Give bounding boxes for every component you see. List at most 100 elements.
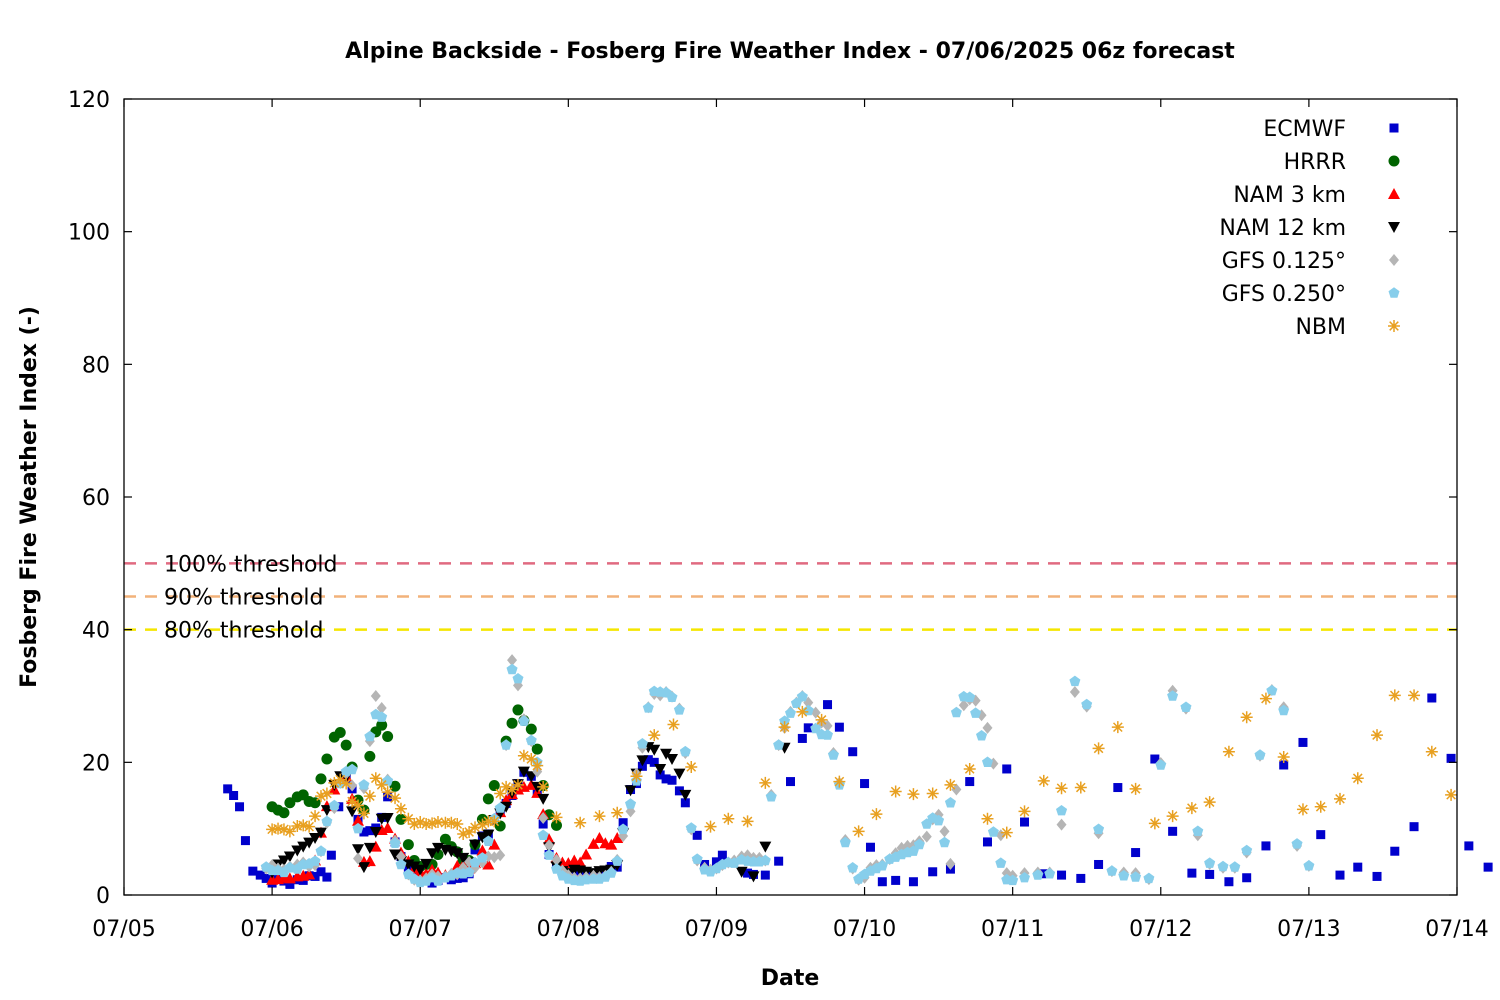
data-point bbox=[1081, 698, 1093, 710]
data-point bbox=[673, 768, 686, 780]
data-point bbox=[369, 826, 382, 838]
data-point bbox=[395, 813, 407, 825]
data-point bbox=[680, 798, 690, 808]
data-point bbox=[593, 810, 606, 823]
data-point bbox=[364, 730, 376, 742]
legend-label: HRRR bbox=[1284, 150, 1346, 175]
data-point bbox=[482, 793, 494, 805]
data-point bbox=[445, 816, 458, 829]
y-tick-label: 40 bbox=[82, 619, 110, 644]
data-point bbox=[376, 701, 387, 714]
data-point bbox=[364, 750, 376, 762]
data-point bbox=[982, 756, 993, 767]
data-point bbox=[1044, 868, 1056, 879]
data-point bbox=[427, 878, 437, 888]
data-point bbox=[229, 791, 239, 800]
legend-marker bbox=[1388, 287, 1400, 298]
data-point bbox=[778, 721, 791, 734]
data-point bbox=[743, 868, 753, 878]
data-point bbox=[357, 862, 370, 874]
data-point bbox=[375, 778, 388, 791]
data-point bbox=[1000, 826, 1013, 839]
data-point bbox=[944, 778, 957, 791]
data-point bbox=[1039, 869, 1049, 879]
data-point bbox=[667, 775, 677, 785]
data-point bbox=[395, 850, 406, 863]
legend: ECMWF HRRR NAM 3 km NAM 12 km GFS 0.125° GFS … bbox=[1219, 117, 1400, 340]
data-point bbox=[982, 837, 992, 847]
data-point bbox=[321, 815, 333, 827]
data-point bbox=[328, 799, 340, 811]
data-point bbox=[1446, 753, 1456, 763]
data-point bbox=[278, 807, 290, 819]
data-point bbox=[334, 773, 347, 786]
data-point bbox=[314, 827, 327, 839]
data-point bbox=[928, 867, 938, 877]
data-point bbox=[685, 822, 697, 833]
data-point bbox=[420, 858, 433, 870]
data-point bbox=[531, 759, 544, 772]
data-point bbox=[803, 723, 813, 733]
data-point bbox=[223, 784, 233, 794]
data-point bbox=[381, 822, 394, 834]
data-point bbox=[1106, 865, 1118, 876]
data-point bbox=[964, 691, 976, 702]
data-point bbox=[476, 844, 489, 856]
data-point bbox=[322, 872, 332, 882]
data-point bbox=[1056, 805, 1068, 816]
axes: 07/05 07/06 07/07 07/08 07/09 07/10 07/11 07/12… bbox=[68, 88, 1489, 942]
data-point bbox=[587, 837, 600, 849]
data-point bbox=[1314, 800, 1327, 813]
data-point bbox=[1180, 701, 1192, 712]
data-point bbox=[517, 749, 530, 762]
data-point bbox=[543, 849, 555, 860]
data-point bbox=[692, 830, 702, 840]
data-point bbox=[309, 832, 322, 844]
data-point bbox=[1113, 783, 1123, 793]
data-point bbox=[760, 870, 770, 880]
data-point bbox=[1261, 841, 1271, 851]
data-point bbox=[543, 833, 556, 845]
data-point bbox=[823, 700, 833, 710]
data-point bbox=[482, 829, 495, 841]
data-point bbox=[574, 816, 587, 829]
data-point bbox=[1019, 872, 1030, 883]
data-point bbox=[507, 654, 518, 667]
data-point bbox=[1185, 802, 1198, 815]
data-point bbox=[1093, 823, 1105, 834]
data-point bbox=[982, 721, 993, 734]
data-point bbox=[1224, 877, 1234, 887]
data-point bbox=[365, 826, 375, 836]
data-point bbox=[1388, 689, 1401, 702]
data-point bbox=[970, 707, 982, 718]
data-point bbox=[370, 690, 381, 702]
data-point bbox=[611, 831, 624, 843]
data-point bbox=[1445, 788, 1458, 801]
data-point bbox=[457, 827, 470, 840]
data-point bbox=[1372, 871, 1382, 881]
data-point bbox=[1483, 862, 1493, 872]
data-point bbox=[779, 715, 791, 726]
data-point bbox=[1296, 803, 1309, 816]
data-point bbox=[1242, 873, 1252, 883]
data-point bbox=[352, 814, 365, 826]
data-point bbox=[1351, 772, 1364, 785]
data-point bbox=[889, 785, 902, 798]
data-point bbox=[346, 763, 358, 775]
data-point bbox=[933, 814, 945, 826]
data-point bbox=[369, 840, 382, 852]
data-point bbox=[1371, 729, 1384, 742]
data-point bbox=[802, 704, 814, 716]
data-point bbox=[877, 877, 887, 887]
data-point bbox=[376, 719, 388, 731]
data-point bbox=[394, 802, 407, 815]
threshold-label: 100% threshold bbox=[164, 552, 338, 577]
data-point bbox=[352, 844, 365, 856]
data-point bbox=[309, 855, 321, 866]
data-point bbox=[685, 760, 698, 773]
data-point bbox=[1333, 792, 1346, 805]
data-point bbox=[1277, 751, 1290, 764]
data-point bbox=[735, 866, 748, 878]
data-point bbox=[1037, 774, 1050, 787]
legend-marker bbox=[1389, 254, 1399, 266]
